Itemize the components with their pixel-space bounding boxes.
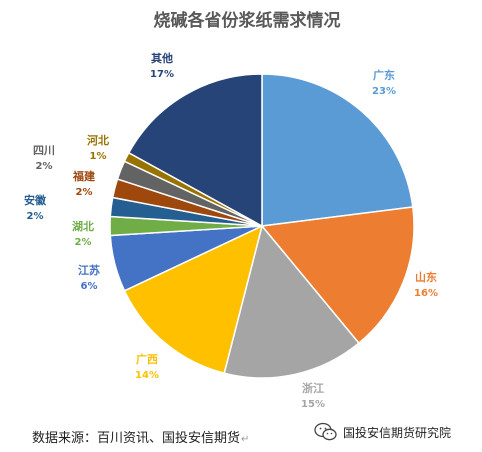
pie-slice-3 bbox=[123, 224, 264, 375]
source-text: 数据来源：百川资讯、国投安信期货 bbox=[32, 431, 241, 446]
slice-name-label-5: 湖北 bbox=[72, 219, 94, 233]
slice-name-label-10: 其他 bbox=[151, 51, 173, 65]
slice-value-label-7: 2% bbox=[76, 187, 93, 198]
slice-value-label-10: 17% bbox=[150, 69, 174, 80]
slice-value-label-5: 2% bbox=[75, 237, 92, 248]
slice-value-label-6: 2% bbox=[27, 211, 44, 222]
slice-value-label-1: 16% bbox=[414, 288, 438, 299]
watermark-text: 国投安信期货研究院 bbox=[343, 425, 452, 440]
slice-name-label-4: 江苏 bbox=[78, 263, 100, 277]
pie-slice-2 bbox=[223, 224, 360, 379]
pie-slice-1 bbox=[260, 206, 415, 345]
slice-name-label-3: 广西 bbox=[136, 352, 158, 366]
slice-value-label-4: 6% bbox=[81, 281, 98, 292]
return-mark: ↵ bbox=[241, 434, 250, 445]
slice-name-label-9: 河北 bbox=[87, 133, 109, 147]
slice-value-label-8: 2% bbox=[36, 161, 53, 172]
pie-slice-0 bbox=[261, 73, 414, 227]
slice-name-label-7: 福建 bbox=[72, 169, 96, 183]
pie-labels: 广东 23% 山东 16% 浙江 15% 广西 14% 江苏 6% 湖北 2% 安徽 2% 福建 2% 四川 2%… bbox=[24, 51, 438, 410]
source-note: 数据来源：百川资讯、国投安信期货↵ bbox=[32, 427, 249, 446]
slice-name-label-2: 浙江 bbox=[302, 381, 324, 395]
slice-value-label-2: 15% bbox=[301, 399, 325, 410]
slice-value-label-9: 1% bbox=[90, 151, 107, 162]
chart-title: 烧碱各省份浆纸需求情况 bbox=[154, 10, 341, 31]
slice-name-label-8: 四川 bbox=[33, 144, 55, 157]
slice-name-label-6: 安徽 bbox=[24, 193, 47, 207]
slice-value-label-0: 23% bbox=[372, 86, 396, 97]
pie-slice-10 bbox=[127, 73, 263, 228]
slice-name-label-1: 山东 bbox=[415, 270, 437, 284]
pie-slices bbox=[109, 73, 415, 379]
wechat-icon bbox=[314, 422, 337, 441]
slice-name-label-0: 广东 bbox=[373, 68, 395, 82]
watermark: 国投安信期货研究院 bbox=[314, 421, 451, 443]
slice-value-label-3: 14% bbox=[135, 370, 159, 381]
